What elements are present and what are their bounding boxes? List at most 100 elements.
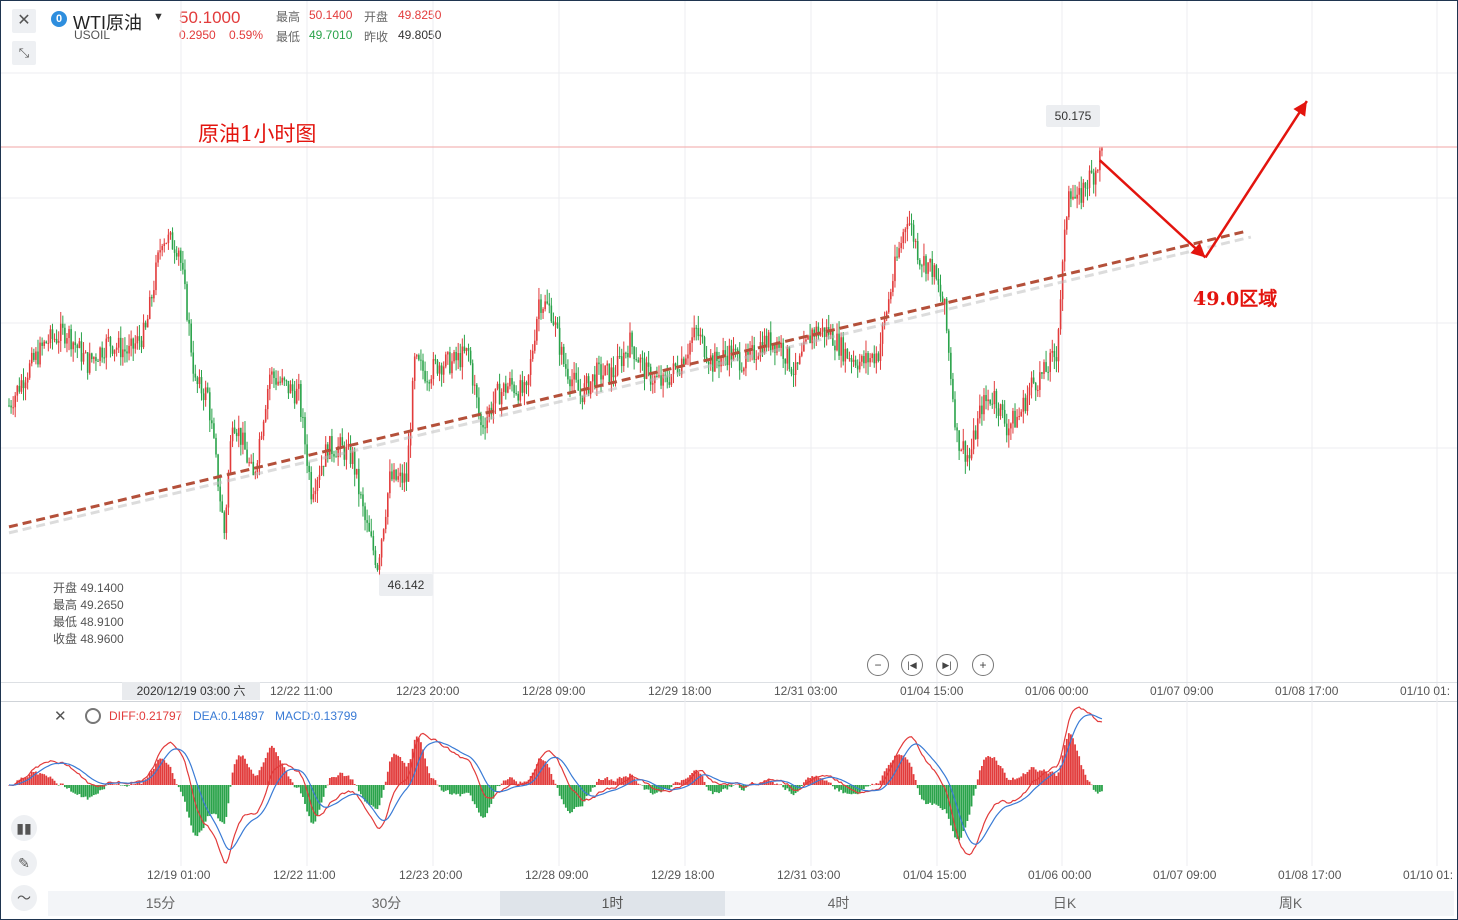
macd-bar: [531, 772, 534, 785]
macd-bar: [740, 785, 743, 791]
candle-body: [378, 557, 381, 570]
tab-4hour[interactable]: 4时: [827, 895, 850, 911]
macd-bar: [558, 785, 561, 796]
candle-body: [438, 365, 441, 374]
candle-body: [68, 329, 70, 339]
macd-bar: [277, 756, 279, 785]
macd-bar: [1061, 755, 1064, 785]
prev-close-label: 昨收: [364, 30, 389, 44]
candle-body: [277, 381, 279, 385]
macd-bar: [353, 783, 356, 785]
candle-body: [529, 358, 532, 375]
tab-1hour[interactable]: 1时: [500, 891, 725, 916]
macd-bar: [422, 749, 424, 785]
candle-body: [885, 312, 888, 318]
forecast-arrow-up-head: [1293, 101, 1307, 117]
candle-body: [451, 361, 453, 374]
macd-bar: [920, 785, 923, 800]
candle-body: [502, 383, 505, 392]
macd-bar: [268, 747, 271, 785]
candle-body: [382, 529, 385, 540]
candle-body: [287, 380, 290, 394]
gear-icon[interactable]: [85, 708, 101, 724]
scroll-left-button[interactable]: |◀: [901, 654, 923, 676]
macd-bar: [612, 780, 615, 785]
candle-body: [283, 377, 286, 381]
candle-body: [237, 427, 240, 437]
symbol-name[interactable]: WTI原油: [73, 13, 142, 33]
macd-bar: [225, 785, 228, 817]
macd-bar: [471, 785, 474, 802]
tab-30min[interactable]: 30分: [371, 895, 402, 911]
macd-bar: [1012, 777, 1014, 785]
macd-bar: [368, 785, 371, 805]
open-label: 开盘: [364, 10, 389, 24]
macd-chart[interactable]: [1, 701, 1457, 866]
close-icon[interactable]: ✕: [54, 708, 67, 725]
macd-bar: [981, 765, 983, 785]
candle-body: [314, 490, 317, 495]
chevron-down-icon[interactable]: ▼: [153, 11, 164, 23]
candle-body: [1014, 410, 1016, 428]
candle-body: [196, 377, 199, 385]
candle-body: [873, 353, 876, 364]
candle-body: [660, 375, 662, 386]
macd-bar: [1041, 770, 1043, 785]
high-marker: 50.175: [1046, 105, 1100, 127]
candle-body: [200, 377, 203, 394]
candle-body: [271, 371, 273, 375]
scroll-right-button[interactable]: ▶|: [936, 654, 958, 676]
macd-bar: [645, 785, 648, 790]
price-chart[interactable]: [1, 1, 1457, 701]
macd-bar: [465, 785, 468, 793]
macd-bar: [351, 779, 354, 785]
macd-bar: [976, 779, 979, 785]
zoom-in-button[interactable]: +: [972, 654, 994, 676]
close-icon[interactable]: ✕: [12, 9, 36, 33]
indicator-icon[interactable]: 〜: [11, 885, 37, 911]
macd-bar: [993, 757, 996, 785]
macd-bar: [935, 785, 938, 805]
macd-bar: [411, 748, 414, 785]
candle-body: [221, 501, 224, 513]
tab-daily[interactable]: 日K: [1052, 895, 1077, 911]
macd-bar: [678, 782, 681, 785]
macd-bar: [889, 762, 892, 785]
macd-bar: [283, 767, 286, 785]
macd-bar: [312, 785, 315, 824]
macd-bar: [76, 785, 79, 795]
pen-icon[interactable]: ✎: [11, 850, 37, 876]
candles: [8, 147, 1103, 577]
macd-time-tick-label: 12/19 01:00: [147, 868, 211, 882]
candlestick-icon[interactable]: ▮▮: [11, 815, 37, 841]
candle-body: [418, 355, 420, 360]
tab-15min[interactable]: 15分: [145, 895, 176, 911]
macd-bar: [569, 785, 571, 814]
tab-weekly[interactable]: 周K: [1278, 895, 1303, 911]
macd-bar: [923, 785, 925, 801]
collapse-icon[interactable]: ⤡: [12, 41, 36, 65]
macd-bar: [836, 785, 838, 789]
candle-body: [941, 296, 944, 305]
macd-bar: [285, 770, 288, 785]
candle-body: [763, 335, 766, 354]
candle-body: [867, 353, 869, 363]
macd-bar: [790, 785, 793, 794]
time-tick-label: 12/23 20:00: [396, 684, 460, 698]
candle-body: [726, 355, 729, 366]
macd-bar: [1043, 769, 1045, 785]
candle-body: [171, 232, 174, 250]
zoom-out-button[interactable]: −: [867, 654, 889, 676]
candle-body: [966, 455, 969, 462]
candle-body: [447, 352, 449, 355]
candle-body: [695, 327, 698, 329]
candle-body: [738, 352, 741, 371]
candle-body: [1003, 410, 1006, 424]
macd-bar: [879, 780, 882, 785]
candle-body: [591, 374, 594, 382]
candle-body: [565, 364, 567, 369]
candle-body: [393, 469, 395, 480]
candle-body: [322, 465, 325, 467]
macd-bar: [912, 774, 915, 785]
macd-bar: [736, 784, 739, 785]
